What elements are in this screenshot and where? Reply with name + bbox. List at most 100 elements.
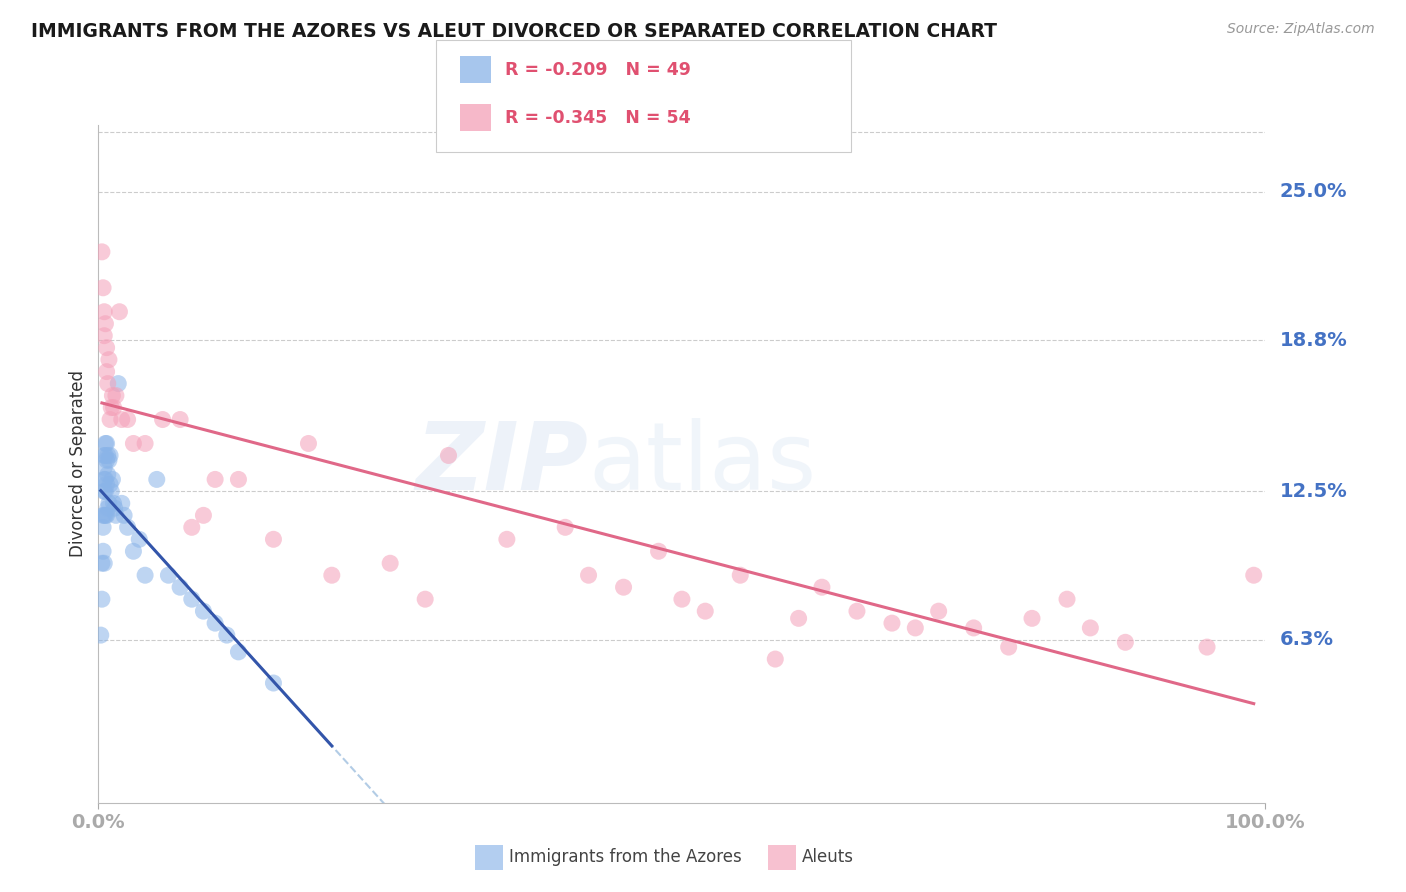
Point [671,592,693,607]
Point [90,628,112,642]
Point [1195,640,1218,654]
Text: IMMIGRANTS FROM THE AZORES VS ALEUT DIVORCED OR SEPARATED CORRELATION CHART: IMMIGRANTS FROM THE AZORES VS ALEUT DIVO… [31,22,997,41]
Point [97,376,120,391]
Point [94,317,117,331]
Point [103,496,125,510]
Point [91,508,114,523]
Point [96,477,118,491]
Point [578,568,600,582]
Point [96,508,118,523]
Text: Source: ZipAtlas.com: Source: ZipAtlas.com [1227,22,1375,37]
Point [1114,635,1136,649]
Point [93,460,115,475]
Point [91,520,114,534]
Point [134,436,156,450]
Point [128,533,150,547]
Point [495,533,517,547]
Point [98,477,121,491]
Point [98,449,121,463]
Point [94,484,117,499]
Point [97,496,120,510]
Point [763,652,786,666]
Point [93,484,115,499]
Point [204,472,226,486]
Point [262,676,284,690]
Point [97,453,120,467]
Point [262,533,284,547]
Point [111,496,134,510]
Point [612,580,634,594]
Text: atlas: atlas [589,417,817,510]
Point [152,412,174,426]
Y-axis label: Divorced or Separated: Divorced or Separated [69,370,87,558]
Text: Aleuts: Aleuts [801,848,853,866]
Point [845,604,868,618]
Point [104,388,127,402]
Point [157,568,180,582]
Point [94,449,117,463]
Point [904,621,927,635]
Point [997,640,1019,654]
Point [97,501,120,516]
Text: R = -0.345   N = 54: R = -0.345 N = 54 [505,109,690,127]
Point [94,508,117,523]
Point [169,412,191,426]
Point [103,401,125,415]
Point [100,401,122,415]
Text: 6.3%: 6.3% [1279,631,1333,649]
Point [101,472,124,486]
Point [1021,611,1043,625]
Point [193,508,215,523]
Point [413,592,436,607]
Point [204,616,226,631]
Text: R = -0.209   N = 49: R = -0.209 N = 49 [505,61,690,78]
Point [108,304,131,318]
Point [104,508,127,523]
Point [134,568,156,582]
Point [695,604,717,618]
Point [378,556,402,570]
Point [228,645,250,659]
Text: ZIP: ZIP [416,417,589,510]
Point [96,453,118,467]
Point [321,568,343,582]
Point [90,592,112,607]
Point [93,304,115,318]
Point [112,508,135,523]
Point [94,436,117,450]
Point [228,472,250,486]
Point [117,520,139,534]
Point [117,412,139,426]
Point [1080,621,1102,635]
Point [101,388,124,402]
Point [647,544,669,558]
Point [96,436,118,450]
Point [180,592,202,607]
Point [193,604,215,618]
Text: 12.5%: 12.5% [1279,482,1347,501]
Point [107,376,129,391]
Point [100,484,122,499]
Point [169,580,191,594]
Point [554,520,576,534]
Point [880,616,903,631]
Point [787,611,810,625]
Point [811,580,834,594]
Point [180,520,202,534]
Point [1056,592,1078,607]
Point [97,449,120,463]
Point [437,449,460,463]
Point [962,621,984,635]
Point [91,281,114,295]
Point [96,341,118,355]
Text: 18.8%: 18.8% [1279,331,1347,350]
Point [98,412,121,426]
Point [93,472,115,486]
Point [96,365,118,379]
Point [90,244,112,259]
Point [93,556,115,570]
Point [97,467,120,482]
Point [91,544,114,558]
Point [93,328,115,343]
Point [215,628,238,642]
